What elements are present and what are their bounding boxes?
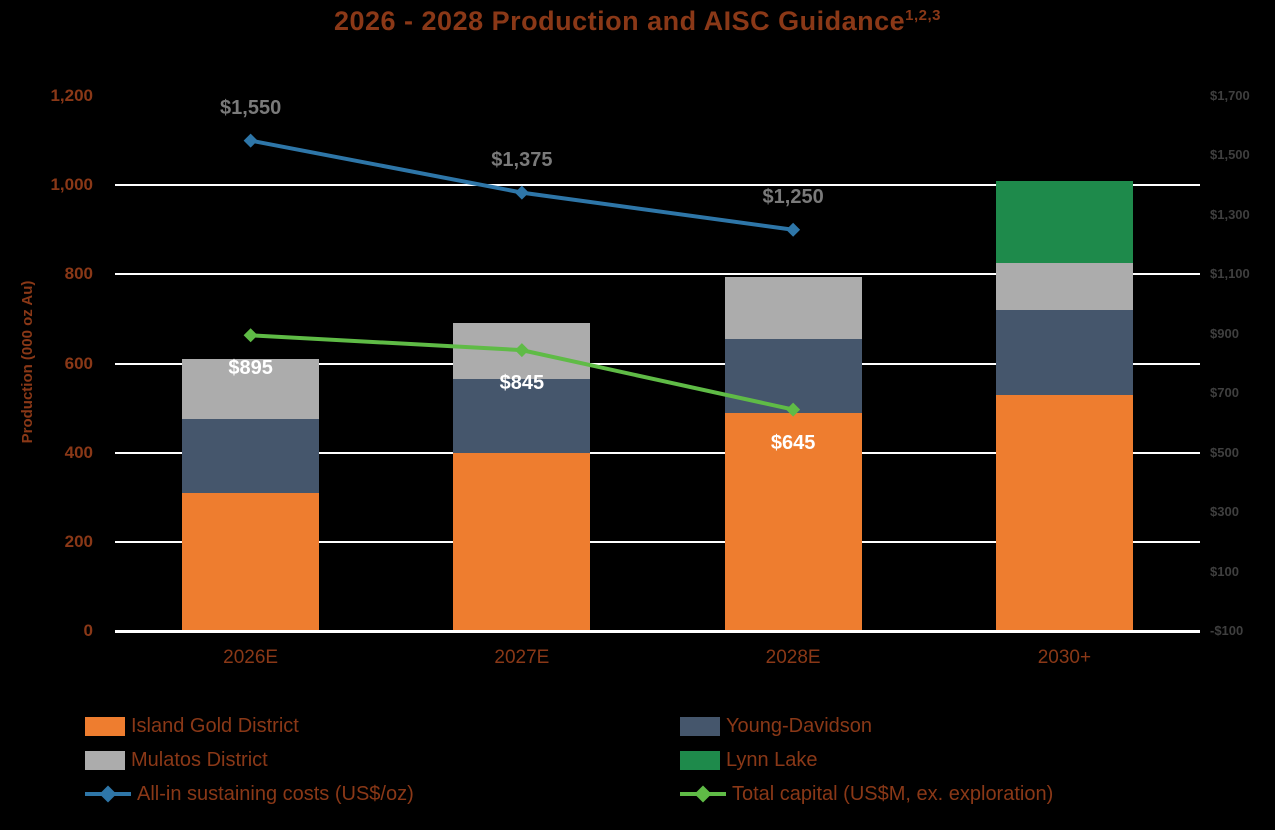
legend-label: Total capital (US$M, ex. exploration) xyxy=(732,783,1054,805)
bar-segment-young-davidson xyxy=(995,310,1133,395)
right-axis-tick: $1,500 xyxy=(1210,147,1250,163)
bar-segment-mulatos-district xyxy=(995,263,1133,310)
legend-label: All-in sustaining costs (US$/oz) xyxy=(137,783,414,805)
legend-item-island-gold-district: Island Gold District xyxy=(85,714,680,738)
left-axis-tick: 200 xyxy=(64,531,93,551)
marker-diamond-icon xyxy=(243,328,258,343)
legend-swatch-icon xyxy=(680,750,720,770)
legend-line-diamond-icon xyxy=(680,784,726,804)
chart-title-text: 2026 - 2028 Production and AISC Guidance xyxy=(333,6,906,36)
data-label: $1,250 xyxy=(762,185,824,208)
legend-swatch-icon xyxy=(680,716,720,736)
left-axis-tick: 1,200 xyxy=(50,86,93,105)
legend-swatch-icon xyxy=(85,750,125,770)
x-axis-label: 2028E xyxy=(765,647,821,668)
left-axis-tick: 0 xyxy=(83,621,93,640)
x-axis-label: 2027E xyxy=(494,647,550,668)
legend-diamond-icon xyxy=(694,785,712,803)
legend-item-all-in-sustaining-costs-us-oz: All-in sustaining costs (US$/oz) xyxy=(85,782,680,806)
legend-item-lynn-lake: Lynn Lake xyxy=(680,748,1053,772)
legend-swatch-icon xyxy=(85,716,125,736)
right-axis-tick: $1,300 xyxy=(1210,206,1250,222)
gridline xyxy=(115,540,1200,543)
data-label: $1,375 xyxy=(491,148,553,171)
marker-diamond-icon xyxy=(514,185,529,200)
bar-segment-lynn-lake xyxy=(995,180,1133,264)
data-label: $895 xyxy=(228,357,273,380)
legend-label: Island Gold District xyxy=(131,715,299,737)
legend-label: Young-Davidson xyxy=(726,715,873,737)
data-label: $845 xyxy=(499,372,545,395)
x-axis-line xyxy=(115,630,1200,633)
right-axis-tick: $900 xyxy=(1210,325,1239,341)
bar-segment-mulatos-district xyxy=(453,323,591,380)
legend-diamond-icon xyxy=(99,785,117,803)
marker-diamond-icon xyxy=(243,133,258,148)
gridline xyxy=(115,273,1200,276)
left-axis-tick: 600 xyxy=(64,353,93,373)
data-label: $1,550 xyxy=(220,96,282,119)
bar-segment-mulatos-district xyxy=(724,276,862,339)
chart-title: 2026 - 2028 Production and AISC Guidance… xyxy=(0,6,1275,37)
right-axis-tick: -$100 xyxy=(1210,623,1244,638)
left-axis-tick: 400 xyxy=(64,442,93,462)
marker-diamond-icon xyxy=(786,222,801,237)
bar-segment-island-gold-district xyxy=(995,394,1133,631)
data-label: $645 xyxy=(770,431,816,454)
legend-item-young-davidson: Young-Davidson xyxy=(680,714,1053,738)
gridline xyxy=(115,451,1200,454)
legend-item-total-capital-us-m-ex-exploration: Total capital (US$M, ex. exploration) xyxy=(680,782,1053,806)
left-axis-tick: 1,000 xyxy=(50,175,93,195)
legend-line-diamond-icon xyxy=(85,784,131,804)
right-axis-tick: $1,100 xyxy=(1210,266,1250,282)
bar-segment-young-davidson xyxy=(182,419,320,493)
bar-segment-young-davidson xyxy=(724,338,862,413)
legend-item-mulatos-district: Mulatos District xyxy=(85,748,680,772)
x-axis-label: 2030+ xyxy=(1037,647,1092,668)
right-axis-tick: $500 xyxy=(1210,444,1239,460)
right-axis-tick: $1,700 xyxy=(1210,88,1250,103)
legend-label: Lynn Lake xyxy=(726,749,818,771)
legend-label: Mulatos District xyxy=(131,749,268,771)
right-axis-tick: $700 xyxy=(1210,385,1239,401)
chart-title-superscript: 1,2,3 xyxy=(905,7,942,24)
bar-segment-island-gold-district xyxy=(453,452,591,631)
right-axis-tick: $300 xyxy=(1210,504,1239,520)
bar-segment-island-gold-district xyxy=(724,412,862,631)
bar-segment-island-gold-district xyxy=(182,492,320,631)
legend: Island Gold District Young-Davidson Mulato… xyxy=(85,714,1053,806)
x-axis-label: 2026E xyxy=(223,647,279,668)
left-axis-tick: 800 xyxy=(64,264,93,284)
right-axis-tick: $100 xyxy=(1210,563,1239,579)
